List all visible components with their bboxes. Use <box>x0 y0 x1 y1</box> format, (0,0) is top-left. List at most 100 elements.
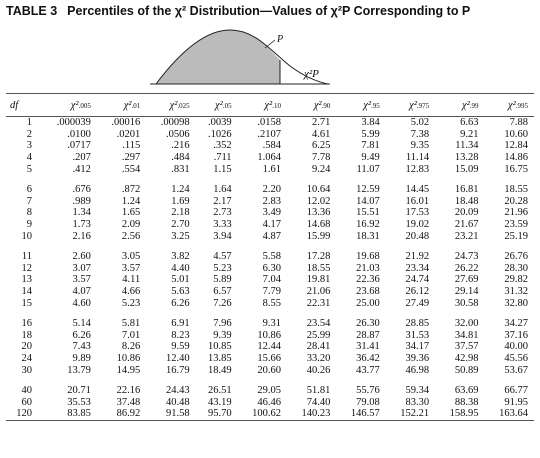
value-cell: 9.35 <box>410 140 430 152</box>
df-cell: 18 <box>21 329 33 341</box>
value-cell: 7.78 <box>311 152 331 164</box>
value-cell: 1.64 <box>213 184 232 196</box>
value-cell: 79.08 <box>356 396 380 408</box>
value-cell: 91.58 <box>146 408 196 421</box>
value-cell: 14.45 <box>405 184 430 196</box>
value-cell: 5.58 <box>262 251 281 263</box>
value-cell: 1.24 <box>121 195 141 207</box>
value-cell: 23.68 <box>356 286 380 298</box>
value-cell: 4.87 <box>262 230 281 242</box>
value-cell: 13.79 <box>67 364 91 376</box>
value-cell: 43.19 <box>207 396 232 408</box>
value-cell: 6.91 <box>171 318 190 330</box>
value-cell: 5.99 <box>361 128 380 140</box>
value-cell: 86.92 <box>96 408 147 421</box>
value-cell: 40.00 <box>504 341 528 353</box>
value-cell: .297 <box>121 152 141 164</box>
value-cell: 100.62 <box>237 408 287 421</box>
value-cell: 15.09 <box>454 163 479 175</box>
value-cell: .0158 <box>257 117 281 129</box>
value-cell: 29.05 <box>257 385 281 397</box>
value-cell: 152.21 <box>385 408 436 421</box>
table-row: 6 .676 .872 1.24 1.64 2.20 10.64 12.59 14.45 16.8… <box>6 184 534 196</box>
value-cell: 21.96 <box>504 207 528 219</box>
value-cell: 3.07 <box>72 262 91 274</box>
value-cell: 20.71 <box>67 385 91 397</box>
value-cell: 19.81 <box>306 274 331 286</box>
df-cell: 1 <box>26 117 32 129</box>
value-cell: 12.59 <box>356 184 380 196</box>
table-row: 2 .0100 .0201 .0506 .1026 .2107 4.61 5.99 7.38 9.… <box>6 129 534 141</box>
value-cell: 8.26 <box>121 341 141 353</box>
value-cell: .554 <box>121 163 141 175</box>
value-cell: 36.42 <box>356 352 380 364</box>
value-cell: 39.36 <box>405 352 430 364</box>
table-label: TABLE 3 <box>6 4 58 18</box>
value-cell: 37.48 <box>116 396 141 408</box>
value-cell: .584 <box>262 140 281 152</box>
value-cell: 35.53 <box>67 396 91 408</box>
table-title-text: Percentiles of the χ² Distribution—Value… <box>67 4 471 18</box>
value-cell: .0100 <box>67 128 91 140</box>
column-header: χ².025 <box>146 93 196 117</box>
value-cell: 9.49 <box>361 152 380 164</box>
value-cell: 63.69 <box>454 385 479 397</box>
table-row: 7 .989 1.24 1.69 2.17 2.83 12.02 14.07 16.01 18.4… <box>6 196 534 208</box>
value-cell: 59.34 <box>405 385 430 397</box>
value-cell: 7.43 <box>72 341 91 353</box>
group-spacer <box>6 242 534 251</box>
value-cell: 28.87 <box>356 329 380 341</box>
value-cell: 46.46 <box>257 396 281 408</box>
value-cell: 21.92 <box>405 251 430 263</box>
table-row: 40 20.71 22.16 24.43 26.51 29.05 51.81 55.76 59.… <box>6 385 534 397</box>
value-cell: 30.58 <box>454 297 479 309</box>
value-cell: 26.12 <box>405 286 430 298</box>
df-cell: 60 <box>21 396 33 408</box>
value-cell: 2.60 <box>72 251 91 263</box>
value-cell: 9.21 <box>460 128 479 140</box>
value-cell: 11.14 <box>405 152 430 164</box>
value-cell: 17.28 <box>306 251 331 263</box>
value-cell: 32.80 <box>504 297 528 309</box>
value-cell: 18.55 <box>504 184 528 196</box>
value-cell: 51.81 <box>306 385 331 397</box>
table-row: 5 .412 .554 .831 1.15 1.61 9.24 11.07 12.83 15.09… <box>6 163 534 175</box>
value-cell: .216 <box>171 140 190 152</box>
value-cell: 19.68 <box>356 251 380 263</box>
value-cell: 27.49 <box>405 297 430 309</box>
value-cell: 3.57 <box>72 274 91 286</box>
figure-x-label: χ²P <box>304 68 319 80</box>
value-cell: .872 <box>121 184 141 196</box>
value-cell: 91.95 <box>504 396 528 408</box>
table-row: 120 83.85 86.92 91.58 95.70 100.62 140.23 146.5… <box>6 408 534 421</box>
value-cell: 29.14 <box>454 286 479 298</box>
value-cell: 34.17 <box>405 341 430 353</box>
value-cell: 2.16 <box>72 230 91 242</box>
value-cell: 1.69 <box>171 195 190 207</box>
value-cell: 163.64 <box>484 408 534 421</box>
value-cell: 42.98 <box>454 352 479 364</box>
value-cell: .0201 <box>116 128 141 140</box>
value-cell: .831 <box>171 163 190 175</box>
value-cell: .989 <box>72 195 91 207</box>
value-cell: 10.86 <box>116 352 141 364</box>
p-pointer <box>264 39 276 49</box>
table-row: 4 .207 .297 .484 .711 1.064 7.78 9.49 11.14 13.28… <box>6 152 534 164</box>
df-cell: 7 <box>26 195 32 207</box>
value-cell: 11.07 <box>356 163 380 175</box>
table-row: 9 1.73 2.09 2.70 3.33 4.17 14.68 16.92 19.02 21.6… <box>6 219 534 231</box>
value-cell: 23.59 <box>504 219 528 231</box>
value-cell: 43.77 <box>356 364 380 376</box>
value-cell: 4.11 <box>122 274 141 286</box>
value-cell: 7.79 <box>262 286 281 298</box>
value-cell: .00016 <box>111 117 141 129</box>
value-cell: 7.04 <box>262 274 281 286</box>
column-header: χ².99 <box>435 93 485 117</box>
value-cell: 7.81 <box>361 140 380 152</box>
value-cell: 40.48 <box>165 396 190 408</box>
df-cell: 8 <box>26 207 32 219</box>
value-cell: 24.43 <box>165 385 190 397</box>
value-cell: 23.21 <box>454 230 479 242</box>
value-cell: 2.83 <box>262 195 281 207</box>
group-spacer <box>6 175 534 184</box>
